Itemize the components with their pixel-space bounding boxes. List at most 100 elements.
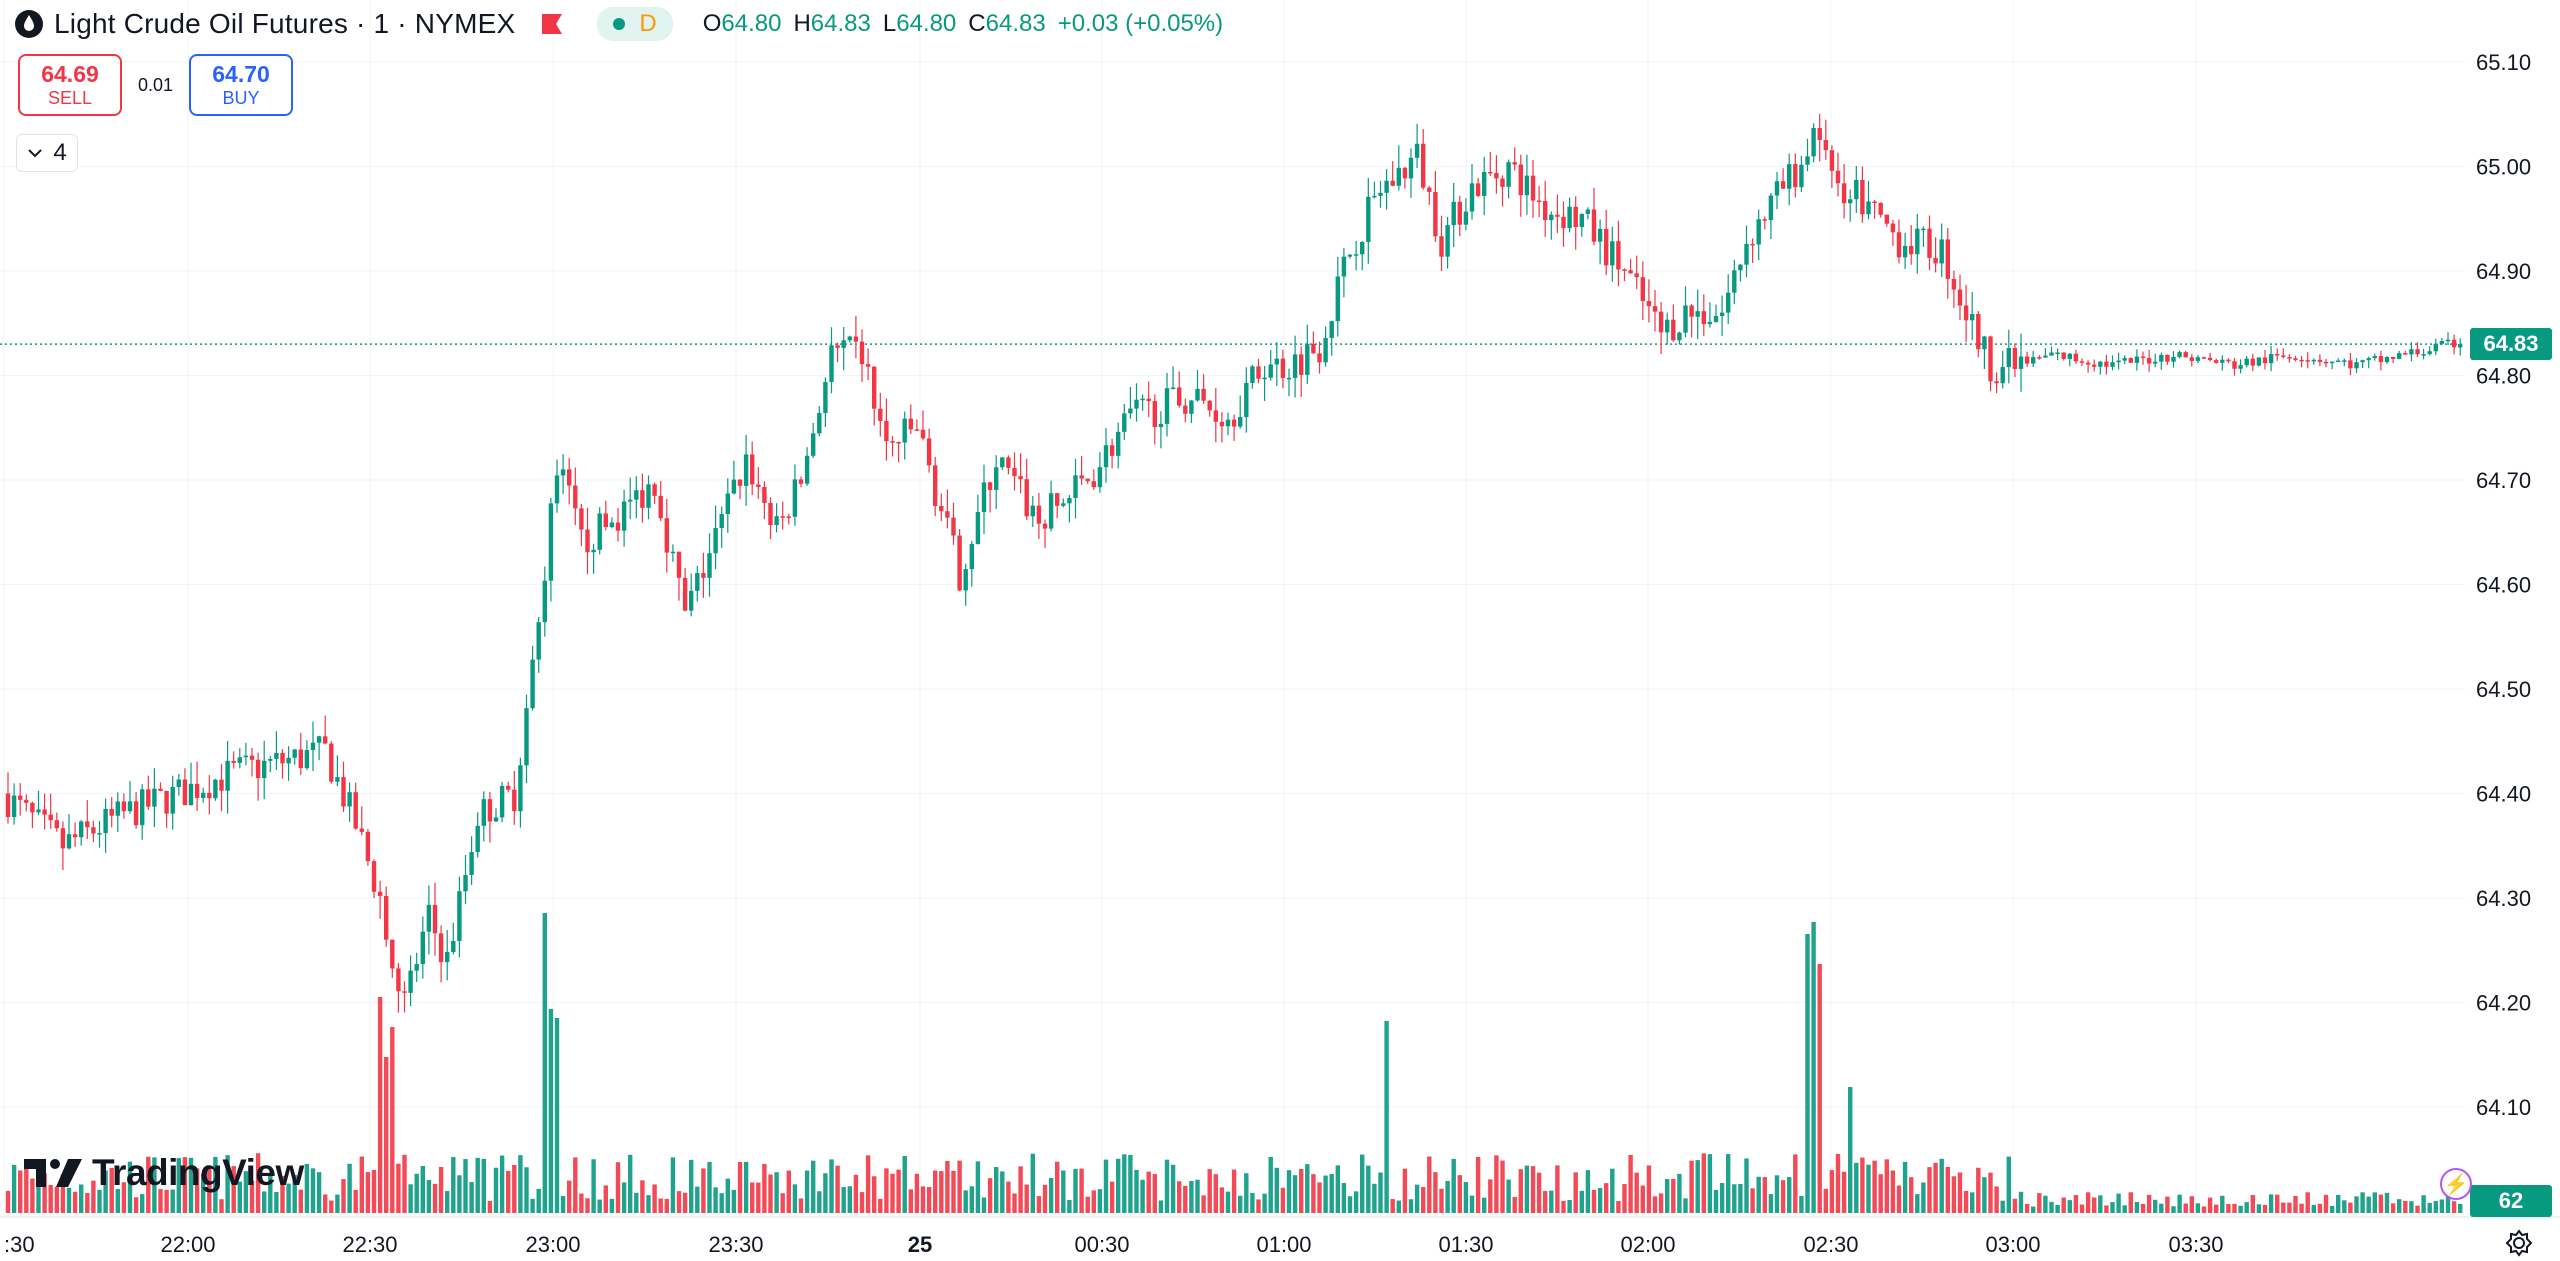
flag-icon[interactable] xyxy=(539,11,565,37)
volume-bar xyxy=(1207,1169,1212,1213)
candle-body xyxy=(2195,357,2201,361)
candle-body xyxy=(146,789,151,807)
volume-bar xyxy=(1140,1179,1145,1213)
volume-bar xyxy=(2183,1203,2188,1213)
candle-body xyxy=(1280,358,1286,378)
volume-bar xyxy=(1292,1175,1298,1213)
candle-body xyxy=(975,512,981,545)
symbol-title[interactable]: Light Crude Oil Futures · 1 · NYMEX xyxy=(54,8,516,39)
volume-bars xyxy=(5,913,2463,1213)
candle-body xyxy=(243,755,249,758)
tradingview-logo[interactable]: TradingView xyxy=(24,1152,304,1194)
volume-bar xyxy=(1848,1087,1853,1213)
candle-body xyxy=(780,516,785,518)
candle-body xyxy=(1207,400,1212,411)
volume-bar xyxy=(652,1184,657,1213)
volume-bar xyxy=(2061,1197,2066,1213)
candle-body xyxy=(323,736,328,744)
candle-body xyxy=(1976,314,1981,350)
volume-bar xyxy=(908,1189,913,1213)
volume-bar xyxy=(1683,1198,1688,1213)
candle-body xyxy=(2104,361,2109,367)
candle-body xyxy=(91,827,96,834)
volume-bar xyxy=(1549,1190,1554,1213)
candle-body xyxy=(1225,419,1231,427)
volume-bar xyxy=(1756,1176,1761,1213)
candle-body xyxy=(1183,405,1188,414)
volume-bar xyxy=(1610,1168,1615,1213)
volume-bar xyxy=(914,1173,920,1213)
tradingview-logo-icon xyxy=(24,1159,82,1187)
indicators-toggle-button[interactable]: 4 xyxy=(16,134,78,172)
volume-bar xyxy=(896,1169,901,1213)
volume-bar xyxy=(750,1182,755,1213)
candle-body xyxy=(1506,162,1511,187)
candle-body xyxy=(573,485,578,509)
volume-bar xyxy=(1707,1154,1713,1213)
candle-body xyxy=(1817,127,1822,141)
candle-body xyxy=(585,529,590,553)
candle-body xyxy=(945,511,950,518)
candle-body xyxy=(2037,357,2042,359)
candle-body xyxy=(2201,357,2207,359)
volume-bar xyxy=(2458,1204,2463,1213)
volume-bar xyxy=(1884,1159,1889,1213)
volume-bar xyxy=(1774,1175,1780,1213)
candle-body xyxy=(2000,367,2005,384)
chart-grid xyxy=(0,0,2560,1218)
candle-body xyxy=(1146,398,1151,402)
candle-body xyxy=(1317,353,1322,363)
volume-bar xyxy=(1201,1195,1206,1213)
volume-bar xyxy=(72,1191,78,1213)
lightning-icon[interactable]: ⚡ xyxy=(2440,1168,2472,1200)
buy-button[interactable]: 64.70 BUY xyxy=(189,54,294,116)
candle-body xyxy=(408,970,413,993)
candle-body xyxy=(2159,354,2164,362)
candle-body xyxy=(2146,357,2152,364)
candle-body xyxy=(1896,232,1902,258)
candle-body xyxy=(2293,358,2298,360)
candle-body xyxy=(2220,359,2225,363)
volume-bar xyxy=(194,1168,200,1213)
volume-bar xyxy=(1878,1174,1883,1213)
low-label: L xyxy=(882,10,897,37)
candle-body xyxy=(1890,223,1896,233)
candle-body xyxy=(2238,365,2243,369)
candle-body xyxy=(2177,352,2182,357)
volume-bar xyxy=(981,1197,987,1213)
sell-button[interactable]: 64.69 SELL xyxy=(18,54,122,116)
candle-body xyxy=(1006,457,1011,468)
volume-bar xyxy=(859,1192,865,1213)
volume-bar xyxy=(1988,1172,1993,1213)
volume-bar xyxy=(2012,1198,2018,1213)
settings-gear-icon[interactable] xyxy=(2504,1228,2534,1258)
candle-body xyxy=(54,820,59,829)
volume-bar xyxy=(432,1183,438,1213)
candle-body xyxy=(1494,172,1499,179)
volume-bar xyxy=(182,1157,188,1213)
volume-bar xyxy=(2378,1194,2384,1213)
candle-body xyxy=(628,499,633,502)
candle-body xyxy=(1402,167,1408,179)
volume-bar xyxy=(762,1163,767,1213)
volume-bar xyxy=(512,1164,517,1213)
volume-bar xyxy=(1256,1199,1261,1213)
candle-body xyxy=(841,340,846,348)
candle-body xyxy=(817,413,822,434)
open-label: O xyxy=(702,10,722,37)
candle-body xyxy=(170,787,175,814)
candle-body xyxy=(1000,457,1005,468)
volume-bar xyxy=(1274,1167,1279,1213)
volume-bar xyxy=(1116,1158,1121,1213)
volume-bar xyxy=(1305,1164,1310,1213)
volume-bar xyxy=(957,1160,962,1213)
volume-bar xyxy=(841,1187,846,1213)
volume-bar xyxy=(103,1170,108,1213)
volume-bar xyxy=(835,1165,840,1213)
candle-body xyxy=(1768,195,1774,221)
market-status-pill[interactable]: D xyxy=(597,7,673,41)
volume-bar xyxy=(115,1188,120,1213)
candle-body xyxy=(1750,243,1755,246)
candle-body xyxy=(896,442,901,444)
